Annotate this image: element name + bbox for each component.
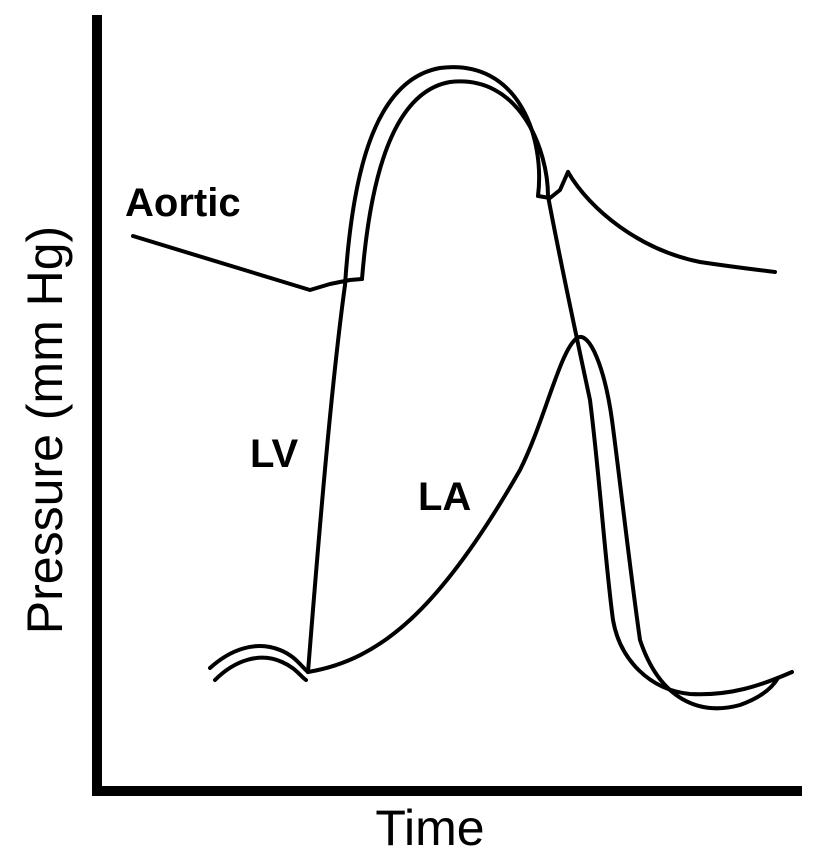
- baseline-inner: [213, 655, 308, 682]
- aortic-notch: [536, 170, 570, 200]
- aortic-curve-right: [566, 170, 777, 274]
- lv-label: LV: [250, 432, 298, 476]
- la-curve: [306, 335, 780, 711]
- lv-curve-downstroke: [546, 194, 794, 697]
- x-axis-title: Time: [375, 800, 484, 856]
- lv-curve-upstroke: [306, 283, 347, 674]
- aortic-lv-ejection-inner: [360, 79, 550, 281]
- aortic-curve-left: [131, 234, 364, 292]
- baseline-outer: [208, 644, 310, 674]
- aortic-label: Aortic: [125, 181, 241, 225]
- y-axis-title: Pressure (mm Hg): [17, 226, 73, 634]
- la-label: LA: [418, 475, 471, 519]
